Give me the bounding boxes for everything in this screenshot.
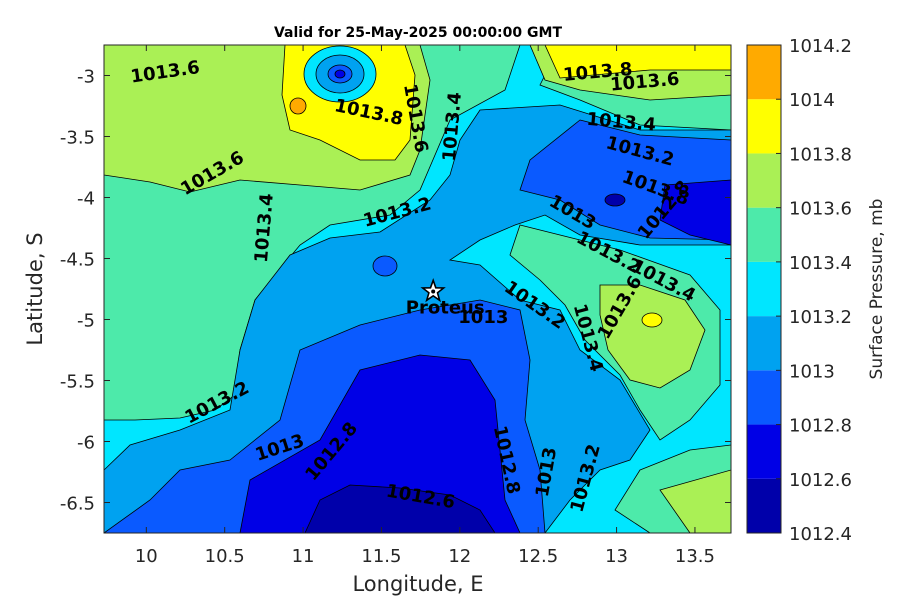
colorbar-tick-label: 1013.4: [789, 253, 852, 274]
colorbar-tick-label: 1013.6: [789, 199, 852, 220]
x-tick-label: 13: [605, 546, 628, 567]
y-axis-label: Latitude, S: [23, 232, 47, 345]
x-tick-label: 12.5: [518, 546, 558, 567]
x-tick-label: 11.5: [361, 546, 401, 567]
colorbar-segment: [747, 153, 781, 208]
field-1013-6-east: [599, 284, 706, 389]
colorbar-tick-label: 1012.6: [789, 470, 852, 491]
colorbar-segment: [747, 424, 781, 479]
chart-title: Valid for 25-May-2025 00:00:00 GMT: [274, 25, 562, 41]
colorbar-segment: [747, 45, 781, 100]
colorbar-segment: [747, 316, 781, 371]
x-tick-label: 10.5: [205, 546, 245, 567]
field-orange-blob: [289, 97, 307, 115]
colorbar-segment: [747, 370, 781, 425]
colorbar-tick-label: 1012.4: [789, 524, 852, 545]
y-tick-label: -5: [77, 311, 95, 332]
field-1012-4-south: [304, 484, 496, 533]
y-tick-label: -5.5: [60, 372, 95, 393]
colorbar-tick-label: 1012.8: [789, 416, 852, 437]
colorbar-segment: [747, 207, 781, 262]
colorbar-tick-label: 1013: [789, 361, 835, 382]
field-1013-6-southeast: [659, 469, 731, 533]
field-1012-6-south: [239, 354, 521, 533]
field-1013-8-east: [641, 312, 663, 328]
y-tick-label: -3: [77, 67, 95, 88]
location-dot: [431, 289, 436, 294]
colorbar-tick-label: 1013.8: [789, 144, 852, 165]
colorbar: 1012.4 1012.6 1012.8 1013 1013.2 1013.4 1013.6…: [746, 36, 852, 545]
y-tick-label: -4: [77, 189, 95, 210]
marker-label: Proteus: [406, 297, 485, 318]
colorbar-tick-label: 1014.2: [789, 36, 852, 57]
plot-area: [104, 45, 731, 533]
plot-frame: [103, 44, 732, 534]
x-tick-label: 11: [292, 546, 315, 567]
colorbar-segment: [747, 478, 781, 533]
x-tick-label: 10: [135, 546, 158, 567]
field-low-center-eye: [334, 69, 346, 79]
x-axis-ticks: 10 10.5 11 11.5 12 12.5 13 13.5: [135, 45, 715, 567]
colorbar-segment: [747, 99, 781, 154]
colorbar-tick-label: 1013.2: [789, 307, 852, 328]
contour-label: 1013: [458, 307, 508, 328]
y-tick-label: -3.5: [60, 128, 95, 149]
markers: Proteus: [406, 278, 485, 318]
field-1012-4-small: [604, 193, 626, 207]
x-tick-label: 13.5: [675, 546, 715, 567]
x-axis-label: Longitude, E: [352, 572, 483, 596]
colorbar-segment: [747, 261, 781, 317]
field-1012-8-small: [372, 255, 398, 277]
colorbar-label: Surface Pressure, mb: [867, 199, 887, 380]
x-tick-label: 12: [448, 546, 471, 567]
y-tick-label: -6.5: [60, 494, 95, 515]
field-1012-6-east: [659, 179, 731, 246]
colorbar-frame: [746, 44, 782, 534]
y-tick-label: -4.5: [60, 250, 95, 271]
y-tick-label: -6: [77, 433, 95, 454]
y-axis-ticks: -3 -3.5 -4 -4.5 -5 -5.5 -6 -6.5: [60, 67, 731, 515]
colorbar-tick-label: 1014: [789, 90, 835, 111]
field-1013-8-northeast: [544, 45, 731, 79]
